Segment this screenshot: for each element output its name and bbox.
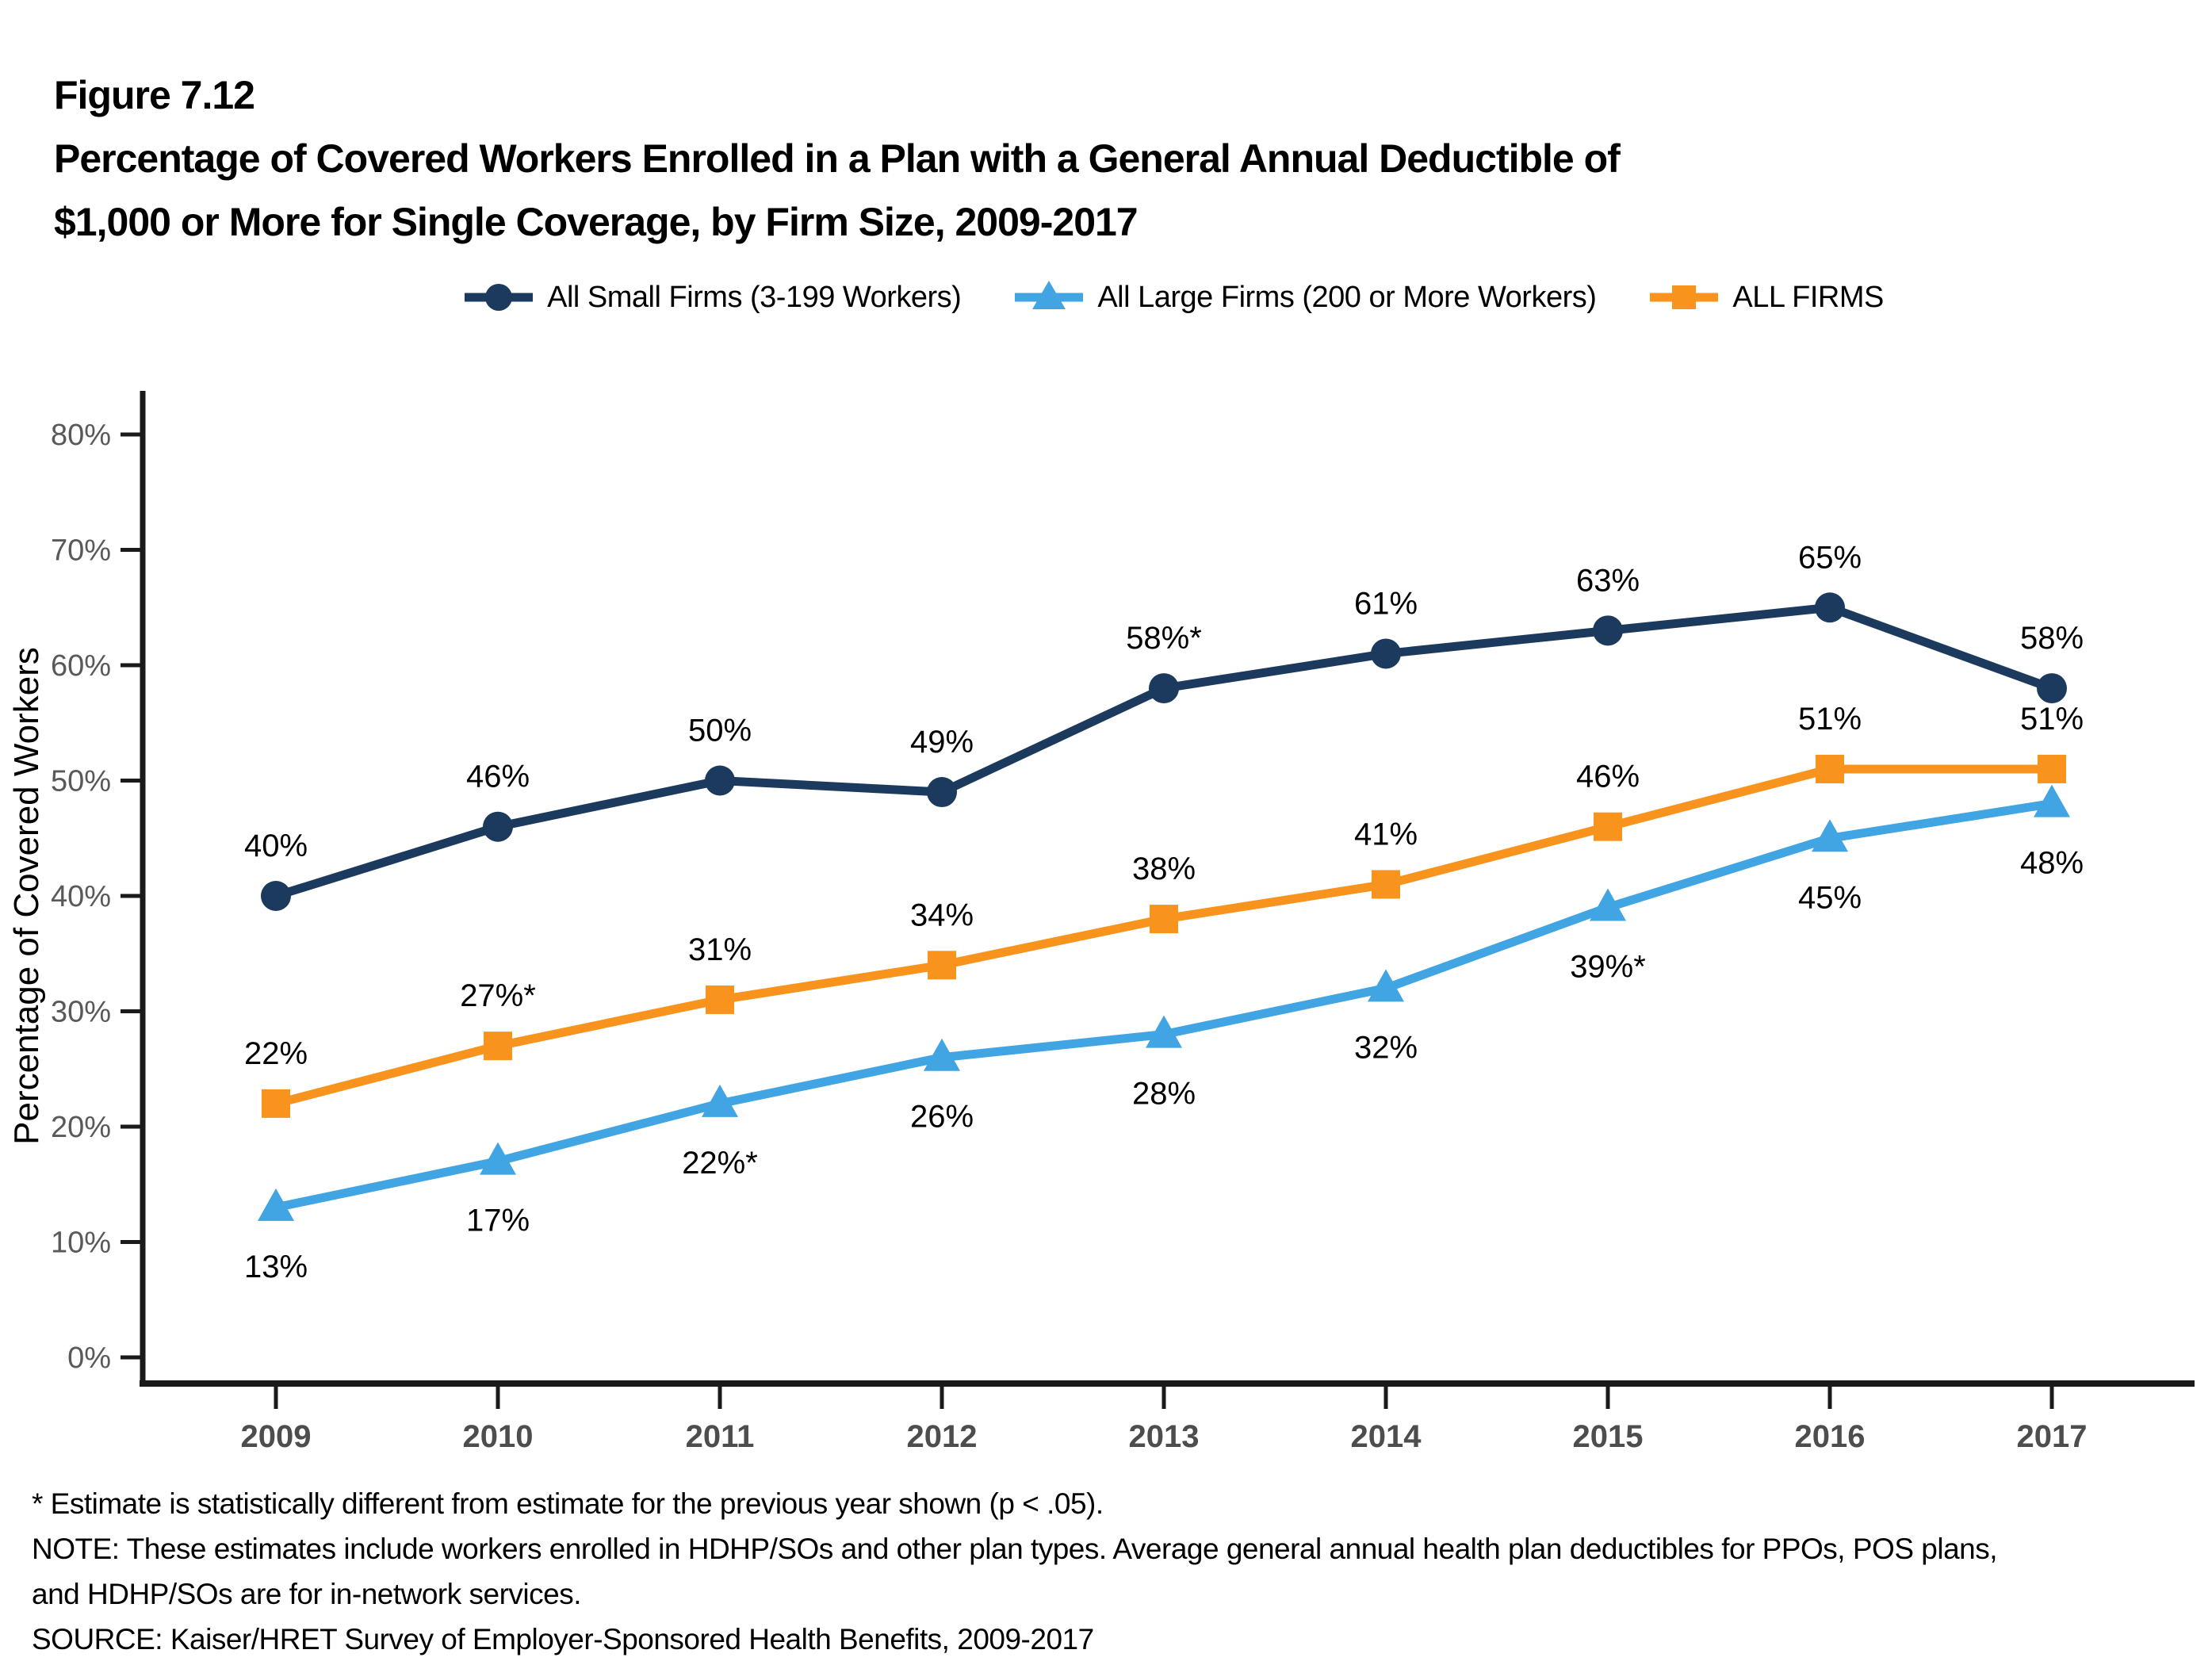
x-tick-label: 2013: [1129, 1419, 1200, 1454]
data-point-marker: [1593, 615, 1623, 646]
data-point-marker: [706, 985, 734, 1014]
y-axis-title: Percentage of Covered Workers: [7, 647, 46, 1145]
data-point-label: 58%*: [1126, 621, 1202, 656]
data-point-marker: [702, 1084, 738, 1117]
chart-legend: All Small Firms (3-199 Workers) All Large…: [0, 279, 2212, 316]
triangle-legend-marker-icon: [1015, 281, 1084, 309]
data-point-marker: [262, 1089, 290, 1118]
data-point-label: 31%: [688, 932, 752, 967]
data-point-label: 28%: [1132, 1077, 1196, 1112]
data-point-marker: [1368, 969, 1404, 1002]
x-tick-label: 2009: [241, 1419, 312, 1454]
data-point-label: 22%*: [682, 1146, 758, 1181]
data-point-marker: [1150, 905, 1178, 934]
data-point-marker: [924, 1038, 960, 1071]
figure-label: Figure 7.12: [54, 73, 255, 117]
data-point-marker: [927, 777, 957, 808]
data-point-label: 41%: [1354, 817, 1418, 852]
data-point-label: 27%*: [460, 978, 536, 1013]
data-point-marker: [1146, 1015, 1182, 1048]
data-point-marker: [928, 951, 956, 980]
data-point-label: 48%: [2020, 846, 2084, 881]
legend-item-1: All Large Firms (200 or More Workers): [1013, 279, 1597, 316]
data-point-marker: [261, 881, 291, 911]
data-point-marker: [1149, 673, 1179, 704]
data-point-marker: [2038, 754, 2066, 783]
data-point-marker: [480, 1142, 516, 1175]
data-point-label: 65%: [1798, 540, 1862, 575]
x-tick-label: 2016: [1795, 1419, 1866, 1454]
data-point-label: 39%*: [1570, 950, 1646, 985]
y-tick-label: 20%: [51, 1111, 111, 1144]
data-point-label: 38%: [1132, 852, 1196, 886]
x-tick-label: 2011: [686, 1419, 755, 1454]
data-point-label: 49%: [910, 725, 974, 760]
figure-title-line1: Percentage of Covered Workers Enrolled i…: [54, 136, 1621, 181]
legend-label: All Small Firms (3-199 Workers): [547, 280, 962, 314]
data-point-label: 17%: [466, 1204, 530, 1238]
data-point-label: 63%: [1576, 563, 1640, 598]
data-point-marker: [705, 765, 735, 796]
y-tick-label: 50%: [51, 765, 111, 798]
y-tick-label: 70%: [51, 534, 111, 568]
footnote-note-line1: NOTE: These estimates include workers en…: [32, 1533, 1998, 1565]
y-tick-label: 0%: [67, 1342, 111, 1375]
square-legend-marker-icon: [1650, 285, 1719, 309]
x-tick-label: 2014: [1351, 1419, 1422, 1454]
data-point-label: 22%: [244, 1036, 308, 1071]
data-point-marker: [2037, 673, 2067, 704]
data-point-label: 40%: [244, 829, 308, 863]
data-point-label: 46%: [1576, 760, 1640, 794]
footnote-source: SOURCE: Kaiser/HRET Survey of Employer-S…: [32, 1623, 1094, 1655]
x-tick-label: 2015: [1573, 1419, 1644, 1454]
data-point-label: 32%: [1354, 1030, 1418, 1065]
legend-item-0: All Small Firms (3-199 Workers): [463, 279, 962, 316]
footnote-note-line2: and HDHP/SOs are for in-network services…: [32, 1578, 582, 1610]
data-point-label: 34%: [910, 898, 974, 932]
legend-label: All Large Firms (200 or More Workers): [1097, 280, 1597, 314]
legend-item-2: ALL FIRMS: [1648, 279, 1884, 316]
data-point-label: 58%: [2020, 621, 2084, 656]
x-tick-label: 2017: [2017, 1419, 2088, 1454]
data-point-marker: [1371, 638, 1401, 669]
y-tick-label: 30%: [51, 996, 111, 1029]
data-point-marker: [1590, 888, 1626, 921]
data-point-marker: [483, 811, 513, 842]
data-point-marker: [1816, 754, 1844, 783]
data-point-marker: [1594, 812, 1622, 841]
data-point-marker: [1372, 870, 1400, 899]
circle-legend-marker-icon: [465, 284, 534, 311]
x-tick-label: 2012: [907, 1419, 978, 1454]
data-point-label: 51%: [2020, 702, 2084, 737]
footnotes: * Estimate is statistically different fr…: [32, 1481, 2188, 1662]
legend-label: ALL FIRMS: [1732, 280, 1884, 314]
y-tick-label: 10%: [51, 1227, 111, 1260]
data-point-label: 61%: [1354, 586, 1418, 621]
data-point-marker: [2034, 784, 2070, 817]
data-point-marker: [484, 1032, 512, 1061]
data-point-label: 51%: [1798, 702, 1862, 737]
y-tick-label: 40%: [51, 880, 111, 913]
data-point-marker: [1812, 819, 1848, 852]
y-tick-label: 60%: [51, 649, 111, 683]
data-point-marker: [258, 1188, 294, 1221]
data-point-label: 45%: [1798, 880, 1862, 915]
data-point-label: 46%: [466, 760, 530, 794]
figure-title-line2: $1,000 or More for Single Coverage, by F…: [54, 200, 1139, 244]
data-point-marker: [1815, 592, 1845, 623]
x-tick-label: 2010: [463, 1419, 534, 1454]
footnote-asterisk: * Estimate is statistically different fr…: [32, 1487, 1104, 1520]
data-point-label: 26%: [910, 1100, 974, 1135]
data-point-label: 13%: [244, 1250, 308, 1284]
y-tick-label: 80%: [51, 419, 111, 452]
figure-header: Figure 7.12 Percentage of Covered Worker…: [54, 63, 1621, 254]
data-point-label: 50%: [688, 714, 752, 748]
